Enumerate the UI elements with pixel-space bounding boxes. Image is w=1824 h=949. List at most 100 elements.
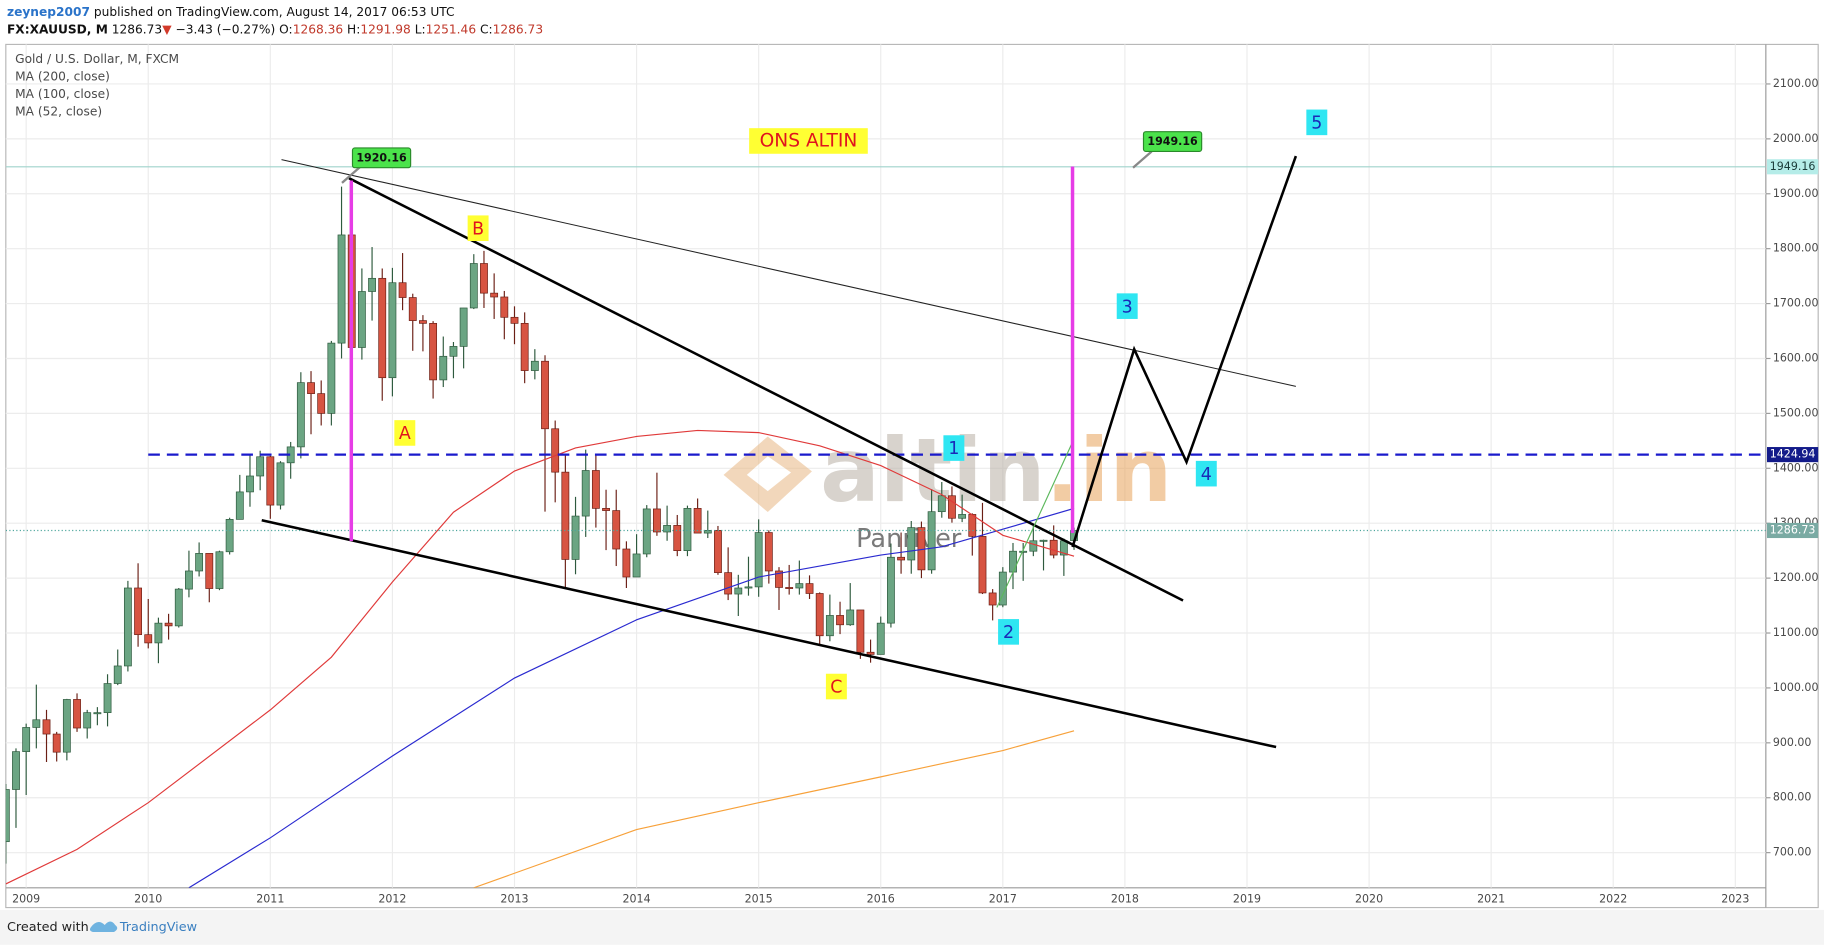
candle-body	[307, 382, 315, 394]
candle-body	[62, 699, 71, 753]
candle-body	[693, 508, 702, 534]
candle-body	[429, 322, 438, 381]
moving-average	[473, 730, 1075, 888]
candle-body	[520, 322, 529, 371]
x-tick-label: 2017	[989, 892, 1017, 905]
candle-body	[134, 587, 142, 636]
author[interactable]: zeynep2007	[7, 4, 90, 18]
candle-body	[337, 234, 346, 344]
wave-label: 5	[1311, 114, 1322, 134]
candle-body	[541, 360, 549, 430]
title-box	[749, 128, 868, 154]
candle-body	[836, 615, 844, 626]
wave-label: C	[830, 678, 842, 698]
open-value: 1268.36	[293, 22, 343, 36]
callout-pointer	[341, 165, 362, 184]
candle-body	[571, 515, 580, 560]
candle-body	[876, 622, 885, 655]
quote-line: FX:XAUUSD, M 1286.73▼ −3.43 (−0.27%) O:1…	[7, 22, 543, 36]
candle-body	[144, 634, 153, 644]
header-line: zeynep2007 published on TradingView.com,…	[7, 4, 455, 18]
y-tick-label: 1800.00	[1773, 242, 1819, 255]
watermark: altin.in	[723, 420, 1172, 523]
candle-body	[388, 282, 397, 379]
callout-pointer	[1132, 150, 1153, 169]
candle-body	[510, 316, 519, 324]
footer	[0, 909, 1824, 945]
candle-body	[469, 263, 478, 309]
wave-box	[394, 420, 416, 446]
x-tick-label: 2015	[745, 892, 773, 905]
candle-body	[398, 282, 407, 298]
candle-body	[673, 525, 682, 552]
trend-line	[348, 177, 1184, 602]
wave-label: B	[472, 219, 484, 239]
candle-body	[622, 548, 631, 578]
axes: 2009 2010 2011 2012 2013 2014 2015 2016 2017 2018…	[12, 77, 1818, 905]
candle-body	[846, 609, 855, 626]
candle-body	[215, 551, 224, 589]
watermark-logo-inner	[746, 456, 792, 492]
candle-body	[205, 553, 214, 589]
grid	[5, 44, 1766, 888]
candle-body	[744, 586, 753, 589]
candle-body	[683, 508, 692, 552]
candle-body	[632, 553, 641, 578]
price-badge-label: 1949.16	[1770, 160, 1816, 173]
close-label: C:	[480, 22, 493, 36]
candle-body	[1039, 539, 1048, 542]
change: −3.43 (−0.27%)	[175, 22, 275, 36]
close-value: 1286.73	[493, 22, 543, 36]
y-tick-label: 1400.00	[1773, 461, 1819, 474]
x-tick-label: 2018	[1111, 892, 1139, 905]
wave-box	[998, 619, 1020, 645]
candle-body	[805, 583, 814, 594]
candle-body	[998, 571, 1007, 606]
candle-body	[327, 342, 336, 414]
x-tick-label: 2022	[1599, 892, 1627, 905]
price-badge-label: 1424.94	[1770, 448, 1816, 461]
y-tick-label: 1000.00	[1773, 681, 1819, 694]
candle-body	[93, 712, 102, 715]
candle-body	[12, 751, 20, 790]
trend-line	[261, 518, 1277, 749]
x-tick-label: 2013	[500, 892, 528, 905]
moving-average	[5, 429, 1075, 885]
x-tick-label: 2020	[1355, 892, 1383, 905]
candle-body	[419, 320, 427, 324]
candle-body	[927, 511, 936, 571]
candle-body	[225, 519, 234, 553]
annotation-title: ONS ALTIN	[760, 130, 858, 151]
candle-body	[825, 615, 834, 637]
wave-box	[1306, 109, 1328, 136]
footer-logo	[89, 921, 118, 932]
y-tick-label: 1100.00	[1773, 626, 1819, 639]
candle-body	[123, 587, 132, 667]
x-tick-label: 2014	[623, 892, 651, 905]
candle-body	[785, 587, 794, 589]
y-tick-label: 1700.00	[1773, 297, 1819, 310]
price-badge	[1767, 447, 1819, 463]
x-tick-label: 2009	[12, 892, 40, 905]
wave-label: 1	[948, 439, 959, 459]
candle-body	[734, 587, 743, 595]
candle-body	[32, 719, 41, 728]
candle-body	[83, 712, 92, 729]
y-tick-label: 2100.00	[1773, 77, 1819, 90]
candle-body	[1049, 539, 1058, 556]
candle-body	[357, 291, 366, 348]
footer-brand[interactable]: TradingView	[119, 920, 197, 935]
change-arrow: ▼	[162, 22, 172, 36]
candle-body	[459, 307, 468, 347]
moving-average	[188, 507, 1075, 888]
high-value: 1291.98	[360, 22, 410, 36]
trend-line	[281, 159, 1296, 387]
legend-item[interactable]: MA (52, close)	[15, 104, 102, 118]
wave-box	[825, 673, 847, 700]
legend-item[interactable]: MA (100, close)	[15, 87, 110, 101]
candle-body	[500, 296, 509, 318]
candle-body	[368, 277, 376, 292]
legend-item[interactable]: MA (200, close)	[15, 69, 110, 83]
candle-body	[174, 588, 183, 627]
candle-body	[317, 393, 326, 414]
